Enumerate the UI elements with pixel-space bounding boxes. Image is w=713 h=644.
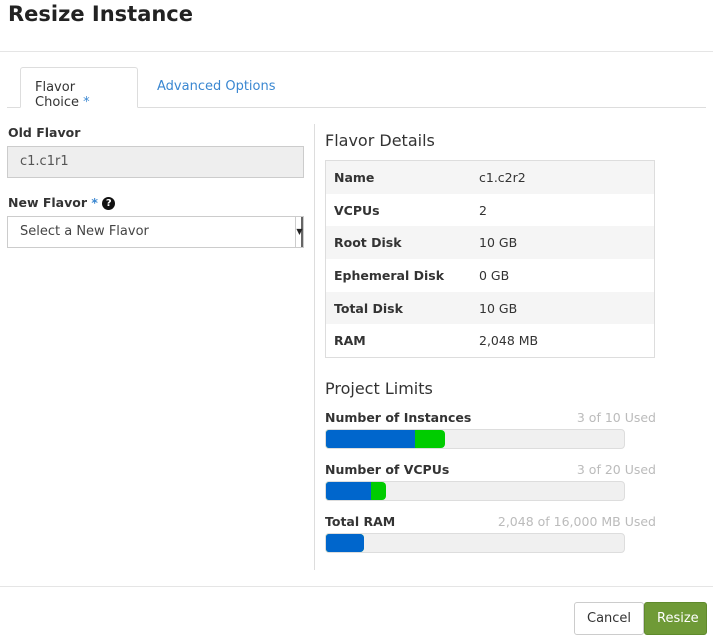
- detail-value: 10 GB: [479, 235, 518, 251]
- detail-value: 2,048 MB: [479, 333, 539, 349]
- divider: [0, 586, 713, 587]
- limit-name: Number of VCPUs: [325, 462, 450, 477]
- cancel-button[interactable]: Cancel: [574, 602, 645, 635]
- caret-down-icon: ▼: [295, 217, 303, 247]
- detail-row: Total Disk 10 GB: [326, 291, 654, 325]
- detail-value: 0 GB: [479, 267, 510, 283]
- modal-title: Resize Instance: [8, 2, 194, 26]
- limit-usage: 3 of 10 Used: [576, 410, 656, 425]
- flavor-details-table: Name c1.c2r2 VCPUs 2 Root Disk 10 GB Ephemeral…: [325, 160, 655, 359]
- divider: [0, 51, 713, 52]
- limit-name: Number of Instances: [325, 410, 472, 425]
- detail-key: Root Disk: [334, 235, 402, 251]
- tab-label: Flavor Choice: [35, 80, 80, 110]
- detail-value: 10 GB: [479, 300, 518, 316]
- current-usage-fill: [326, 430, 416, 448]
- label-text: New Flavor: [8, 195, 87, 210]
- new-flavor-select[interactable]: Select a New Flavor ▼: [7, 216, 304, 248]
- limit-usage: 3 of 20 Used: [576, 462, 656, 477]
- detail-row: Root Disk 10 GB: [326, 226, 654, 260]
- detail-row: VCPUs 2: [326, 194, 654, 227]
- required-marker: *: [91, 195, 98, 210]
- limit-progress-bar: [325, 481, 625, 501]
- detail-key: Total Disk: [334, 300, 403, 316]
- limit-progress-bar: [325, 533, 625, 553]
- detail-row: Ephemeral Disk 0 GB: [326, 259, 654, 292]
- select-placeholder: Select a New Flavor: [20, 224, 149, 239]
- limit-usage: 2,048 of 16,000 MB Used: [497, 514, 656, 529]
- limit-item: Number of VCPUs 3 of 20 Used: [325, 462, 656, 501]
- detail-key: Ephemeral Disk: [334, 267, 445, 283]
- tab-flavor-choice[interactable]: Flavor Choice *: [20, 67, 138, 110]
- old-flavor-field: c1.c1r1: [7, 146, 304, 178]
- question-circle-icon[interactable]: ?: [102, 197, 116, 210]
- detail-value: c1.c2r2: [479, 169, 526, 185]
- detail-key: RAM: [334, 333, 366, 349]
- old-flavor-label: Old Flavor: [8, 125, 81, 140]
- flavor-details-heading: Flavor Details: [325, 131, 435, 150]
- new-flavor-label: New Flavor * ?: [8, 195, 116, 210]
- current-usage-fill: [326, 482, 371, 500]
- limit-name: Total RAM: [325, 514, 396, 529]
- tab-advanced-options[interactable]: Advanced Options: [157, 79, 276, 94]
- detail-key: VCPUs: [334, 202, 380, 218]
- limit-item: Total RAM 2,048 of 16,000 MB Used: [325, 514, 656, 553]
- required-marker: *: [83, 95, 90, 110]
- detail-value: 2: [479, 202, 487, 218]
- project-limits-heading: Project Limits: [325, 379, 433, 398]
- limit-item: Number of Instances 3 of 10 Used: [325, 410, 656, 449]
- resize-button[interactable]: Resize: [644, 602, 707, 635]
- current-usage-fill: [326, 534, 365, 552]
- tab-bar: Flavor Choice * Advanced Options: [7, 67, 706, 110]
- detail-row: Name c1.c2r2: [326, 161, 654, 194]
- limit-progress-bar: [325, 429, 625, 449]
- column-divider: [314, 124, 315, 570]
- detail-row: RAM 2,048 MB: [326, 324, 654, 357]
- detail-key: Name: [334, 169, 375, 185]
